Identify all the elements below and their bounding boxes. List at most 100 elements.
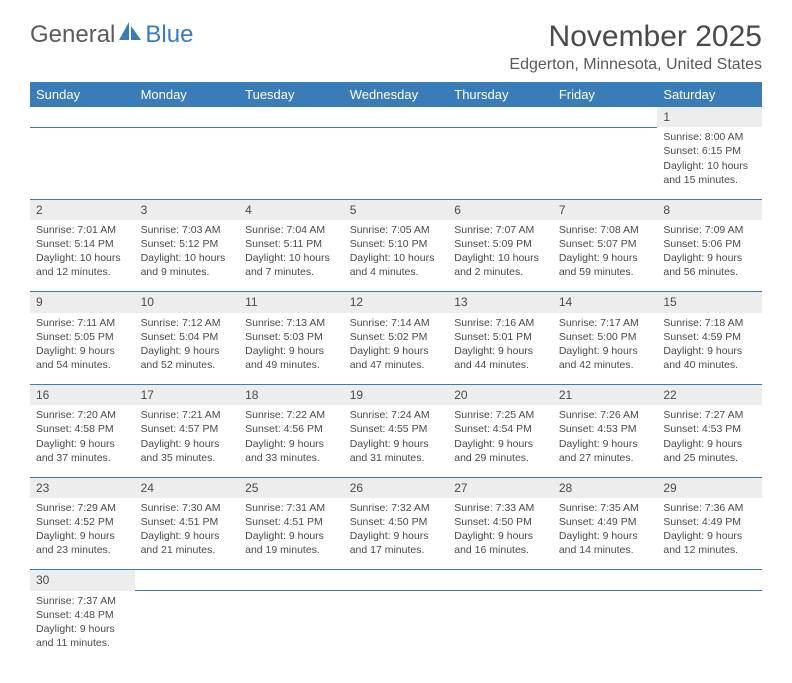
day-number: 12 bbox=[344, 292, 449, 313]
day-number bbox=[239, 107, 344, 127]
day-cell: Sunrise: 8:00 AM Sunset: 6:15 PM Dayligh… bbox=[657, 127, 762, 199]
day-number-row: 9101112131415 bbox=[30, 292, 762, 313]
day-cell: Sunrise: 7:35 AM Sunset: 4:49 PM Dayligh… bbox=[553, 498, 658, 570]
day-cell: Sunrise: 7:11 AM Sunset: 5:05 PM Dayligh… bbox=[30, 313, 135, 385]
day-cell: Sunrise: 7:21 AM Sunset: 4:57 PM Dayligh… bbox=[135, 405, 240, 477]
day-number: 3 bbox=[135, 199, 240, 220]
day-data-row: Sunrise: 8:00 AM Sunset: 6:15 PM Dayligh… bbox=[30, 127, 762, 199]
day-number: 18 bbox=[239, 385, 344, 406]
day-cell: Sunrise: 7:32 AM Sunset: 4:50 PM Dayligh… bbox=[344, 498, 449, 570]
page-header: General Blue November 2025 Edgerton, Min… bbox=[30, 20, 762, 74]
day-number: 6 bbox=[448, 199, 553, 220]
day-data-row: Sunrise: 7:29 AM Sunset: 4:52 PM Dayligh… bbox=[30, 498, 762, 570]
day-number: 28 bbox=[553, 477, 658, 498]
day-number bbox=[553, 107, 658, 127]
day-number: 24 bbox=[135, 477, 240, 498]
day-data-row: Sunrise: 7:11 AM Sunset: 5:05 PM Dayligh… bbox=[30, 313, 762, 385]
day-number bbox=[344, 570, 449, 591]
day-number: 5 bbox=[344, 199, 449, 220]
day-cell: Sunrise: 7:07 AM Sunset: 5:09 PM Dayligh… bbox=[448, 220, 553, 292]
logo-text-general: General bbox=[30, 21, 115, 49]
day-cell: Sunrise: 7:25 AM Sunset: 4:54 PM Dayligh… bbox=[448, 405, 553, 477]
day-cell: Sunrise: 7:13 AM Sunset: 5:03 PM Dayligh… bbox=[239, 313, 344, 385]
col-saturday: Saturday bbox=[657, 82, 762, 107]
calendar-page: General Blue November 2025 Edgerton, Min… bbox=[0, 0, 792, 683]
day-number: 25 bbox=[239, 477, 344, 498]
calendar-table: Sunday Monday Tuesday Wednesday Thursday… bbox=[30, 82, 762, 663]
day-cell bbox=[135, 591, 240, 663]
col-thursday: Thursday bbox=[448, 82, 553, 107]
col-wednesday: Wednesday bbox=[344, 82, 449, 107]
day-data-row: Sunrise: 7:01 AM Sunset: 5:14 PM Dayligh… bbox=[30, 220, 762, 292]
day-number-row: 2345678 bbox=[30, 199, 762, 220]
title-block: November 2025 Edgerton, Minnesota, Unite… bbox=[509, 20, 762, 74]
day-cell: Sunrise: 7:31 AM Sunset: 4:51 PM Dayligh… bbox=[239, 498, 344, 570]
day-number bbox=[657, 570, 762, 591]
day-number: 23 bbox=[30, 477, 135, 498]
day-number bbox=[239, 570, 344, 591]
day-cell: Sunrise: 7:05 AM Sunset: 5:10 PM Dayligh… bbox=[344, 220, 449, 292]
day-cell: Sunrise: 7:30 AM Sunset: 4:51 PM Dayligh… bbox=[135, 498, 240, 570]
day-data-row: Sunrise: 7:20 AM Sunset: 4:58 PM Dayligh… bbox=[30, 405, 762, 477]
day-number: 11 bbox=[239, 292, 344, 313]
day-number: 30 bbox=[30, 570, 135, 591]
day-cell: Sunrise: 7:08 AM Sunset: 5:07 PM Dayligh… bbox=[553, 220, 658, 292]
day-number: 10 bbox=[135, 292, 240, 313]
day-cell: Sunrise: 7:18 AM Sunset: 4:59 PM Dayligh… bbox=[657, 313, 762, 385]
month-title: November 2025 bbox=[509, 20, 762, 54]
day-number: 27 bbox=[448, 477, 553, 498]
day-number: 20 bbox=[448, 385, 553, 406]
day-cell: Sunrise: 7:27 AM Sunset: 4:53 PM Dayligh… bbox=[657, 405, 762, 477]
day-number-row: 1 bbox=[30, 107, 762, 127]
day-cell: Sunrise: 7:16 AM Sunset: 5:01 PM Dayligh… bbox=[448, 313, 553, 385]
day-cell bbox=[553, 127, 658, 199]
logo: General Blue bbox=[30, 20, 193, 49]
day-cell bbox=[448, 127, 553, 199]
day-number: 8 bbox=[657, 199, 762, 220]
day-cell bbox=[239, 127, 344, 199]
logo-text-blue: Blue bbox=[145, 21, 193, 49]
day-cell: Sunrise: 7:20 AM Sunset: 4:58 PM Dayligh… bbox=[30, 405, 135, 477]
day-number: 15 bbox=[657, 292, 762, 313]
day-cell: Sunrise: 7:01 AM Sunset: 5:14 PM Dayligh… bbox=[30, 220, 135, 292]
day-number-row: 23242526272829 bbox=[30, 477, 762, 498]
day-cell: Sunrise: 7:03 AM Sunset: 5:12 PM Dayligh… bbox=[135, 220, 240, 292]
day-number: 14 bbox=[553, 292, 658, 313]
col-friday: Friday bbox=[553, 82, 658, 107]
day-cell: Sunrise: 7:33 AM Sunset: 4:50 PM Dayligh… bbox=[448, 498, 553, 570]
day-cell bbox=[657, 591, 762, 663]
day-cell: Sunrise: 7:29 AM Sunset: 4:52 PM Dayligh… bbox=[30, 498, 135, 570]
day-number bbox=[135, 570, 240, 591]
day-number: 21 bbox=[553, 385, 658, 406]
day-number: 16 bbox=[30, 385, 135, 406]
col-monday: Monday bbox=[135, 82, 240, 107]
location-subtitle: Edgerton, Minnesota, United States bbox=[509, 56, 762, 74]
day-cell: Sunrise: 7:24 AM Sunset: 4:55 PM Dayligh… bbox=[344, 405, 449, 477]
day-number-row: 30 bbox=[30, 570, 762, 591]
day-cell bbox=[135, 127, 240, 199]
day-cell: Sunrise: 7:04 AM Sunset: 5:11 PM Dayligh… bbox=[239, 220, 344, 292]
day-number: 7 bbox=[553, 199, 658, 220]
day-cell: Sunrise: 7:12 AM Sunset: 5:04 PM Dayligh… bbox=[135, 313, 240, 385]
day-cell: Sunrise: 7:17 AM Sunset: 5:00 PM Dayligh… bbox=[553, 313, 658, 385]
day-number: 17 bbox=[135, 385, 240, 406]
day-cell bbox=[344, 591, 449, 663]
day-cell: Sunrise: 7:26 AM Sunset: 4:53 PM Dayligh… bbox=[553, 405, 658, 477]
day-number: 29 bbox=[657, 477, 762, 498]
day-cell: Sunrise: 7:14 AM Sunset: 5:02 PM Dayligh… bbox=[344, 313, 449, 385]
day-cell: Sunrise: 7:37 AM Sunset: 4:48 PM Dayligh… bbox=[30, 591, 135, 663]
day-number bbox=[135, 107, 240, 127]
col-sunday: Sunday bbox=[30, 82, 135, 107]
day-cell: Sunrise: 7:22 AM Sunset: 4:56 PM Dayligh… bbox=[239, 405, 344, 477]
day-cell: Sunrise: 7:36 AM Sunset: 4:49 PM Dayligh… bbox=[657, 498, 762, 570]
day-number bbox=[553, 570, 658, 591]
day-number bbox=[448, 107, 553, 127]
day-number bbox=[344, 107, 449, 127]
day-number-row: 16171819202122 bbox=[30, 385, 762, 406]
day-cell bbox=[448, 591, 553, 663]
day-cell bbox=[239, 591, 344, 663]
day-number: 19 bbox=[344, 385, 449, 406]
day-number: 9 bbox=[30, 292, 135, 313]
day-number: 2 bbox=[30, 199, 135, 220]
day-cell: Sunrise: 7:09 AM Sunset: 5:06 PM Dayligh… bbox=[657, 220, 762, 292]
